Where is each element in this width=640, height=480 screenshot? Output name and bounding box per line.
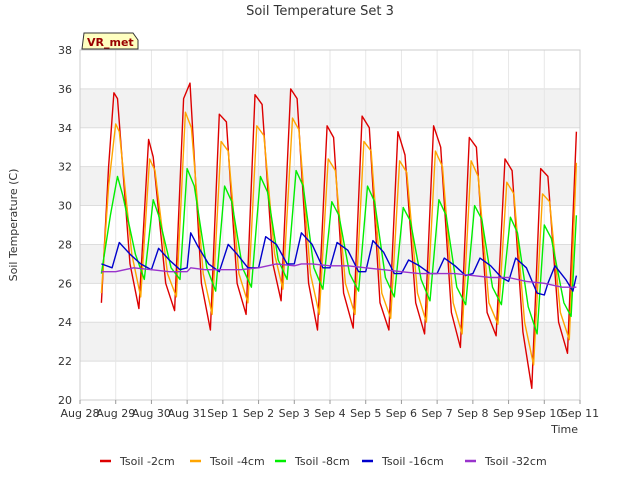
legend-label: Tsoil -32cm bbox=[484, 455, 547, 468]
y-tick-label: 20 bbox=[58, 394, 72, 407]
legend: Tsoil -2cm Tsoil -4cm Tsoil -8cm Tsoil -16c… bbox=[100, 455, 547, 468]
x-axis-label: Time bbox=[550, 423, 578, 436]
y-tick-label: 36 bbox=[58, 83, 72, 96]
x-tick-label: Sep 9 bbox=[493, 407, 524, 420]
series-line-tsoil-32cm bbox=[101, 263, 577, 288]
y-tick-label: 24 bbox=[58, 316, 72, 329]
x-tick-label: Sep 1 bbox=[207, 407, 238, 420]
x-tick-label: Sep 8 bbox=[457, 407, 488, 420]
series-lines bbox=[100, 82, 578, 389]
y-axis-label: Soil Temperature (C) bbox=[7, 169, 20, 282]
legend-label: Tsoil -2cm bbox=[119, 455, 175, 468]
y-tick-label: 22 bbox=[58, 355, 72, 368]
x-tick-label: Sep 5 bbox=[350, 407, 381, 420]
y-tick-label: 34 bbox=[58, 122, 72, 135]
y-tick-label: 38 bbox=[58, 44, 72, 57]
x-tick-label: Sep 3 bbox=[279, 407, 310, 420]
x-tick-label: Sep 11 bbox=[561, 407, 599, 420]
x-tick-label: Aug 28 bbox=[61, 407, 100, 420]
y-tick-label: 26 bbox=[58, 277, 72, 290]
y-tick-label: 28 bbox=[58, 238, 72, 251]
x-tick-label: Aug 29 bbox=[96, 407, 135, 420]
series-line-tsoil-4cm bbox=[100, 111, 578, 366]
x-tick-label: Sep 4 bbox=[314, 407, 345, 420]
x-tick-label: Sep 10 bbox=[525, 407, 563, 420]
y-axis-ticks: 20 22 24 26 28 30 32 34 36 38 bbox=[58, 44, 72, 407]
vr-met-badge: VR_met bbox=[81, 32, 139, 50]
legend-label: Tsoil -4cm bbox=[209, 455, 265, 468]
y-tick-label: 30 bbox=[58, 200, 72, 213]
x-tick-label: Sep 6 bbox=[386, 407, 417, 420]
badge-shape bbox=[81, 32, 139, 50]
series-line-tsoil-8cm bbox=[100, 167, 578, 335]
series-line-tsoil-16cm bbox=[101, 232, 578, 296]
legend-label: Tsoil -16cm bbox=[381, 455, 444, 468]
y-tick-label: 32 bbox=[58, 161, 72, 174]
x-tick-label: Aug 31 bbox=[168, 407, 207, 420]
badge-label: VR_met bbox=[87, 36, 134, 49]
x-tick-label: Sep 7 bbox=[422, 407, 453, 420]
x-tick-label: Aug 30 bbox=[132, 407, 171, 420]
legend-label: Tsoil -8cm bbox=[294, 455, 350, 468]
chart-title: Soil Temperature Set 3 bbox=[246, 4, 394, 19]
x-tick-label: Sep 2 bbox=[243, 407, 274, 420]
series-line-tsoil-2cm bbox=[100, 82, 578, 389]
